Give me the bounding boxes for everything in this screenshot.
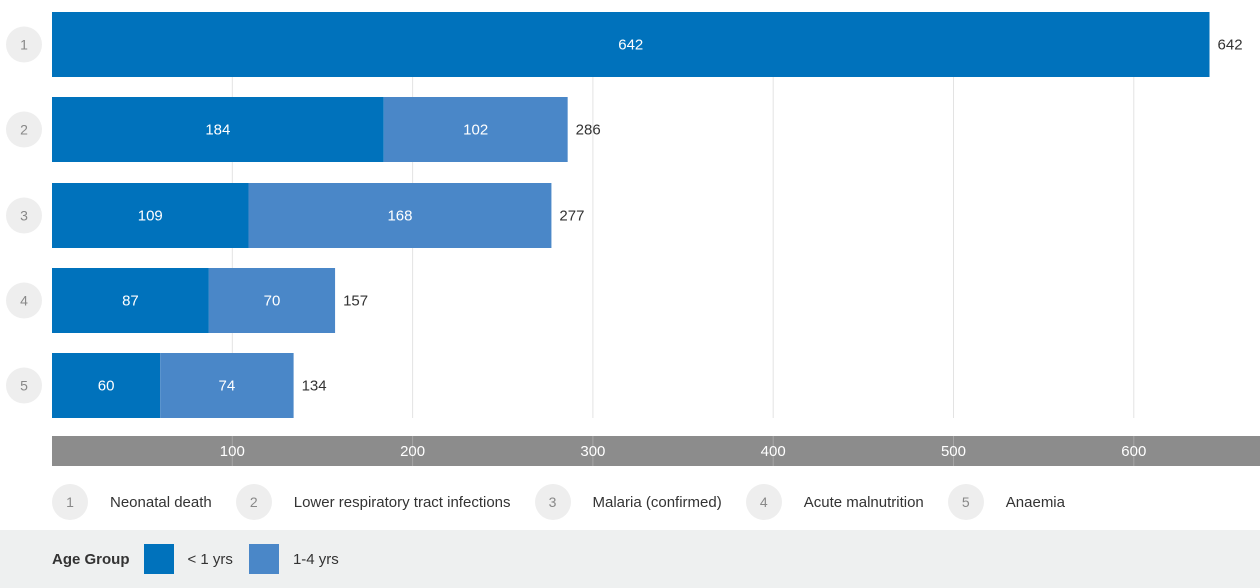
age-under-1-swatch [143,544,174,574]
bar-segment-under-1 [52,12,1210,77]
x-tick-label: 300 [580,443,605,460]
x-tick-label: 600 [1121,443,1146,460]
row-number-label: 3 [20,208,28,224]
row-number-badge [6,111,42,148]
row-number-badge [6,367,42,404]
diagnosis-number-badge: 4 [745,484,782,520]
age-1-4-swatch [248,544,279,574]
bar-value-label: 168 [387,208,412,225]
bar-value-label: 184 [205,122,230,139]
diagnosis-number-badge: 2 [235,484,272,520]
age-group-title: Age Group [52,550,130,568]
diagnosis-legend-item: 3 Malaria (confirmed) [533,484,722,520]
bar-segment-under-1 [52,353,161,418]
diagnosis-legend-item: 4 Acute malnutrition [744,484,924,520]
bar-value-label: 74 [219,378,236,395]
bar-total-label: 642 [1218,37,1243,54]
diagnosis-label: Lower respiratory tract infections [293,493,511,511]
diagnosis-legend-item: 2 Lower respiratory tract infections [234,484,511,520]
bar-total-label: 134 [302,378,327,395]
x-tick-label: 200 [400,443,425,460]
x-tick-label: 500 [941,443,966,460]
row-number-label: 1 [20,37,28,53]
row-number-badge [6,197,42,234]
diagnosis-label: Acute malnutrition [803,493,924,511]
diagnosis-label: Malaria (confirmed) [592,493,722,511]
bar-segment-under-1 [52,97,384,162]
bar-total-label: 277 [559,208,584,225]
bar-value-label: 70 [264,293,281,310]
age-group-legend: Age Group < 1 yrs 1-4 yrs [0,530,1260,588]
x-axis-band [52,436,1260,466]
diagnosis-legend-item: 1 Neonatal death [52,484,212,520]
diagnosis-legend-item: 5 Anaemia [946,484,1065,520]
bar-value-label: 109 [138,208,163,225]
bar-segment-1-4 [208,268,336,333]
x-tick-label: 100 [220,443,245,460]
row-number-badge [6,26,42,63]
age-under-1-label: < 1 yrs [187,550,233,568]
row-number-badge [6,282,42,319]
bar-value-label: 642 [618,37,643,54]
bar-segment-under-1 [52,183,249,248]
bar-segment-1-4 [160,353,294,418]
diagnosis-number-badge: 5 [947,484,984,520]
age-1-4-label: 1-4 yrs [292,550,339,568]
stacked-bar-chart: 100 200 300 400 500 600 1 642 642 2 184 102 286 3 109 1… [6,12,1260,466]
row-number-label: 4 [20,293,28,309]
bar-value-label: 87 [122,293,139,310]
bar-segment-1-4 [248,183,552,248]
bar-total-label: 286 [576,122,601,139]
bar-segment-1-4 [383,97,568,162]
diagnosis-label: Anaemia [1005,493,1065,511]
diagnosis-legend: 1 Neonatal death 2 Lower respiratory tra… [52,482,1252,522]
bar-total-label: 157 [343,293,368,310]
diagnosis-number-badge: 1 [52,484,88,520]
bar-value-label: 102 [463,122,488,139]
bar-value-label: 60 [98,378,115,395]
diagnosis-label: Neonatal death [110,493,212,511]
row-number-label: 5 [20,378,28,394]
row-number-label: 2 [20,122,28,138]
diagnosis-number-badge: 3 [534,484,571,520]
bar-segment-under-1 [52,268,209,333]
x-tick-label: 400 [761,443,786,460]
